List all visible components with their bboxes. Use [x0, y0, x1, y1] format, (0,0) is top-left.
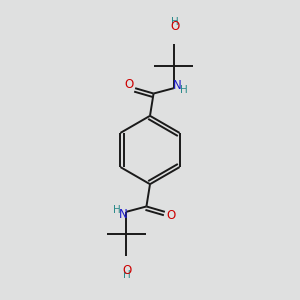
Text: H: H — [180, 85, 188, 95]
Text: H: H — [112, 205, 120, 215]
Text: H: H — [171, 17, 178, 27]
Text: O: O — [124, 78, 133, 91]
Text: N: N — [119, 208, 128, 221]
Text: N: N — [172, 79, 181, 92]
Text: O: O — [122, 264, 132, 277]
Text: O: O — [170, 20, 179, 33]
Text: O: O — [167, 209, 176, 222]
Text: H: H — [123, 270, 131, 280]
